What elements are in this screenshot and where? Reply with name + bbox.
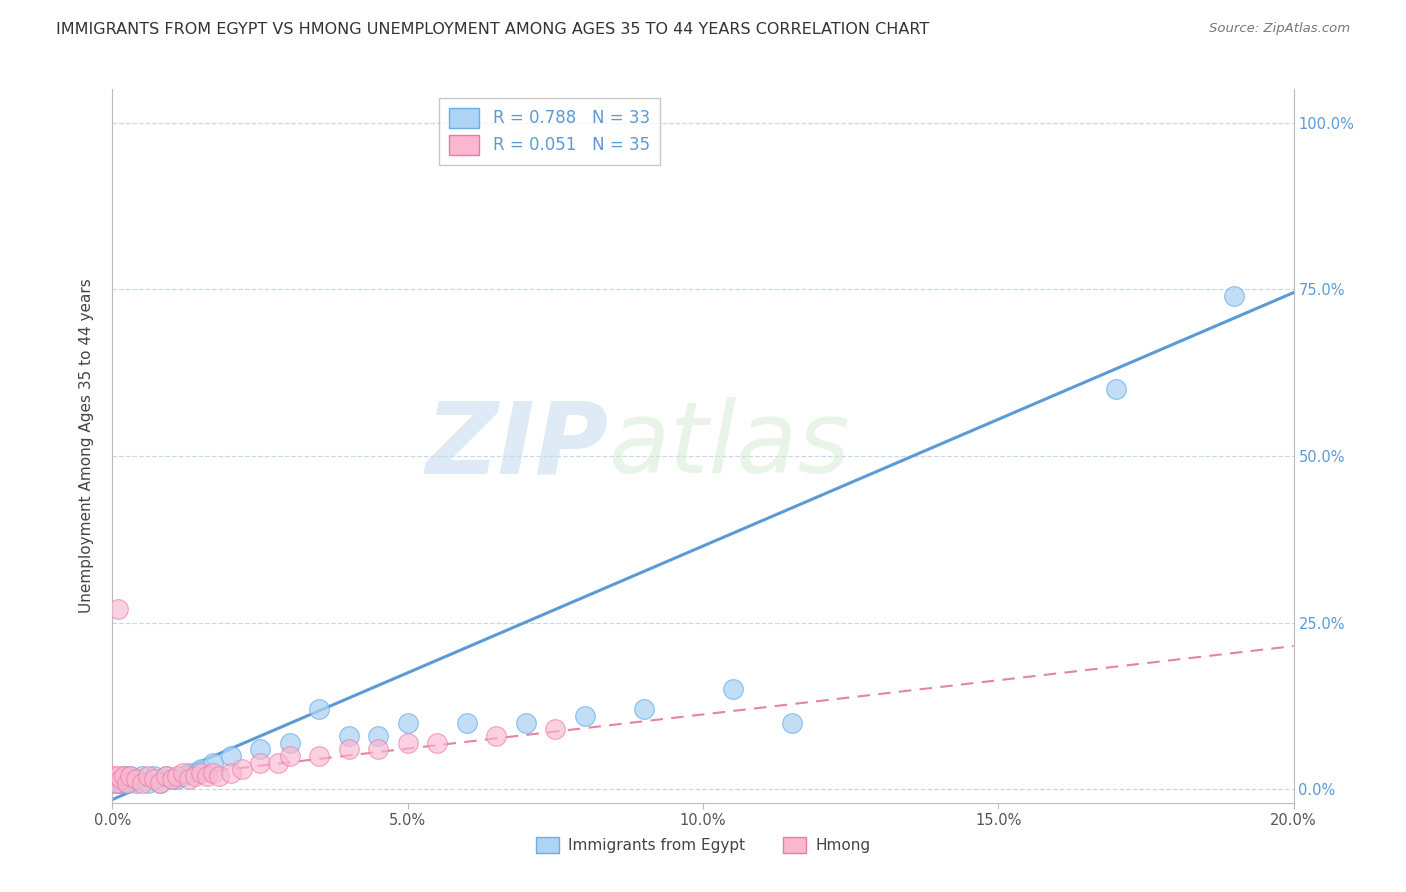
Point xyxy=(219,765,242,780)
Point xyxy=(142,769,165,783)
Legend: Immigrants from Egypt, Hmong: Immigrants from Egypt, Hmong xyxy=(530,831,876,859)
Point xyxy=(633,702,655,716)
Point xyxy=(160,772,183,787)
Point xyxy=(125,776,148,790)
Point xyxy=(107,769,129,783)
Point xyxy=(426,736,449,750)
Point xyxy=(103,769,125,783)
Point xyxy=(367,742,389,756)
Point xyxy=(149,776,172,790)
Point xyxy=(190,763,212,777)
Point xyxy=(1223,289,1246,303)
Point xyxy=(107,602,129,616)
Point xyxy=(155,769,177,783)
Point xyxy=(219,749,242,764)
Point xyxy=(195,769,218,783)
Point xyxy=(136,769,159,783)
Point xyxy=(1105,382,1128,396)
Point xyxy=(112,769,135,783)
Point xyxy=(201,756,224,770)
Point xyxy=(142,772,165,787)
Text: ZIP: ZIP xyxy=(426,398,609,494)
Point xyxy=(485,729,508,743)
Text: Source: ZipAtlas.com: Source: ZipAtlas.com xyxy=(1209,22,1350,36)
Point xyxy=(184,769,207,783)
Point xyxy=(515,715,537,730)
Point xyxy=(172,769,194,783)
Point xyxy=(396,736,419,750)
Text: IMMIGRANTS FROM EGYPT VS HMONG UNEMPLOYMENT AMONG AGES 35 TO 44 YEARS CORRELATIO: IMMIGRANTS FROM EGYPT VS HMONG UNEMPLOYM… xyxy=(56,22,929,37)
Point xyxy=(337,742,360,756)
Point xyxy=(131,776,153,790)
Point xyxy=(166,769,188,783)
Point xyxy=(544,723,567,737)
Point xyxy=(308,749,330,764)
Point xyxy=(201,765,224,780)
Point xyxy=(337,729,360,743)
Point xyxy=(160,772,183,787)
Point xyxy=(110,772,132,787)
Point xyxy=(120,769,142,783)
Point xyxy=(149,776,172,790)
Point xyxy=(112,769,135,783)
Y-axis label: Unemployment Among Ages 35 to 44 years: Unemployment Among Ages 35 to 44 years xyxy=(79,278,94,614)
Point xyxy=(249,756,271,770)
Point xyxy=(721,682,744,697)
Point xyxy=(172,765,194,780)
Point xyxy=(117,776,138,790)
Point xyxy=(155,769,177,783)
Point xyxy=(166,772,188,787)
Point xyxy=(131,769,153,783)
Point xyxy=(396,715,419,730)
Point xyxy=(278,736,301,750)
Point xyxy=(179,765,201,780)
Point xyxy=(136,776,159,790)
Point xyxy=(208,769,231,783)
Point xyxy=(308,702,330,716)
Point xyxy=(107,776,129,790)
Point xyxy=(278,749,301,764)
Point xyxy=(367,729,389,743)
Point xyxy=(780,715,803,730)
Point xyxy=(104,776,127,790)
Point xyxy=(120,769,142,783)
Point xyxy=(267,756,290,770)
Point xyxy=(105,776,128,790)
Point xyxy=(190,765,212,780)
Point xyxy=(574,709,596,723)
Point xyxy=(179,772,201,787)
Point xyxy=(456,715,478,730)
Point xyxy=(110,776,132,790)
Point xyxy=(249,742,271,756)
Point xyxy=(231,763,253,777)
Point xyxy=(117,776,138,790)
Text: atlas: atlas xyxy=(609,398,851,494)
Point xyxy=(125,772,148,787)
